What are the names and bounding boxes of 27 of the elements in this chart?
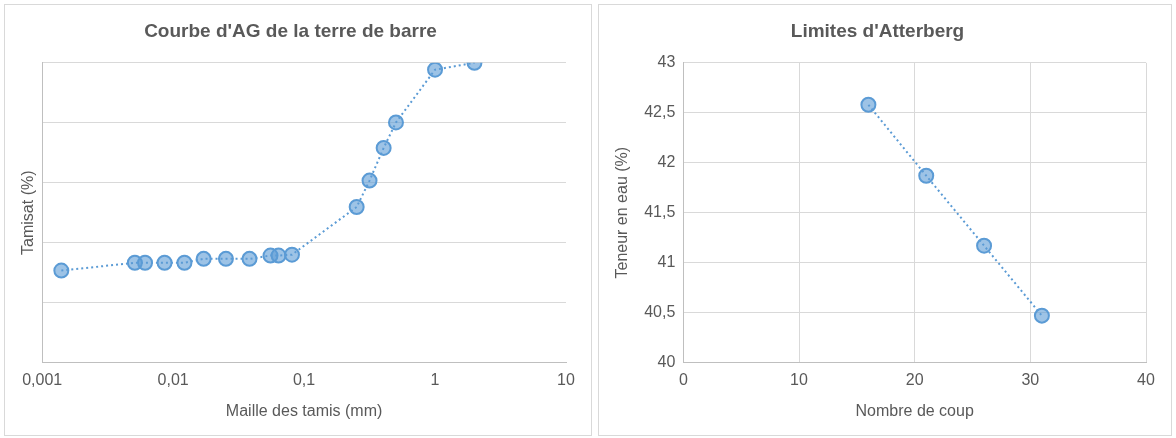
y-tick-label: 40 bbox=[657, 353, 676, 371]
x-tick-label: 10 bbox=[790, 370, 809, 388]
y-axis-title: Teneur en eau (%) bbox=[613, 146, 631, 279]
y-tick-label: 40,5 bbox=[644, 303, 676, 321]
x-tick-label: 0,1 bbox=[292, 370, 316, 388]
x-axis-title: Nombre de coup bbox=[855, 401, 974, 419]
y-tick-label: 41,5 bbox=[644, 203, 676, 221]
x-axis-title: Maille des tamis (mm) bbox=[225, 401, 383, 419]
y-tick-label: 42 bbox=[657, 153, 676, 171]
chart-title: Limites d'Atterberg bbox=[790, 19, 965, 41]
point bbox=[976, 237, 993, 254]
chart-title: Courbe d'AG de la terre de barre bbox=[144, 19, 437, 41]
x-tick-label: 30 bbox=[1021, 370, 1040, 388]
x-tick-label: 1 bbox=[430, 370, 440, 388]
point bbox=[860, 96, 877, 113]
x-tick-label: 0 bbox=[678, 370, 688, 388]
x-tick-label: 0,01 bbox=[157, 370, 189, 388]
point bbox=[918, 167, 935, 184]
point bbox=[1033, 307, 1050, 324]
x-tick-label: 0,001 bbox=[22, 370, 63, 388]
x-tick-label: 40 bbox=[1137, 370, 1155, 388]
y-tick-label: 41 bbox=[657, 253, 676, 271]
y-tick-label: 42,5 bbox=[644, 103, 676, 121]
x-tick-label: 10 bbox=[557, 370, 575, 388]
y-tick-label: 43 bbox=[657, 53, 676, 71]
x-tick-label: 20 bbox=[905, 370, 924, 388]
y-axis-title: Tamisat (%) bbox=[19, 170, 37, 255]
